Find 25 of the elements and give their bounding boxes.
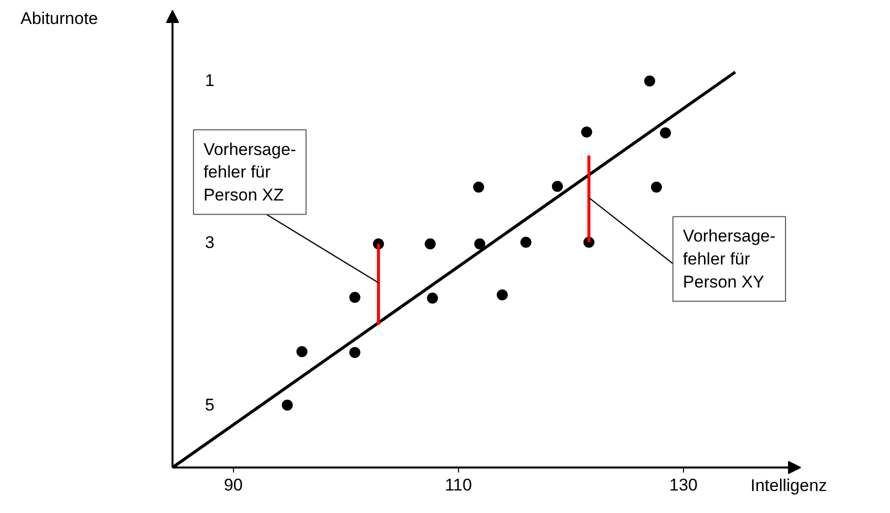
x-axis-title: Intelligenz <box>750 476 828 495</box>
point <box>296 346 308 358</box>
point <box>496 289 508 300</box>
point <box>282 400 293 411</box>
x-tick-label: 130 <box>669 476 698 494</box>
y-tick-label: 3 <box>205 233 215 252</box>
x-tick-label: 110 <box>444 476 472 494</box>
point <box>660 127 671 138</box>
point <box>473 182 484 193</box>
point <box>552 180 563 192</box>
y-tick-label: 5 <box>205 395 215 414</box>
x-tick-label: 90 <box>224 476 243 494</box>
point <box>474 238 486 250</box>
point <box>520 236 532 248</box>
y-axis-title: Abiturnote <box>20 9 98 28</box>
y-tick-label: 1 <box>205 71 215 90</box>
point <box>426 292 438 304</box>
annotation: Vorhersage- fehler für Person XY <box>682 226 776 292</box>
point <box>644 76 656 86</box>
annotation: Vorhersage- fehler für Person XZ <box>203 140 296 204</box>
point <box>424 238 436 250</box>
point <box>650 182 662 193</box>
point <box>349 346 360 358</box>
point <box>581 126 592 138</box>
point <box>349 292 360 303</box>
